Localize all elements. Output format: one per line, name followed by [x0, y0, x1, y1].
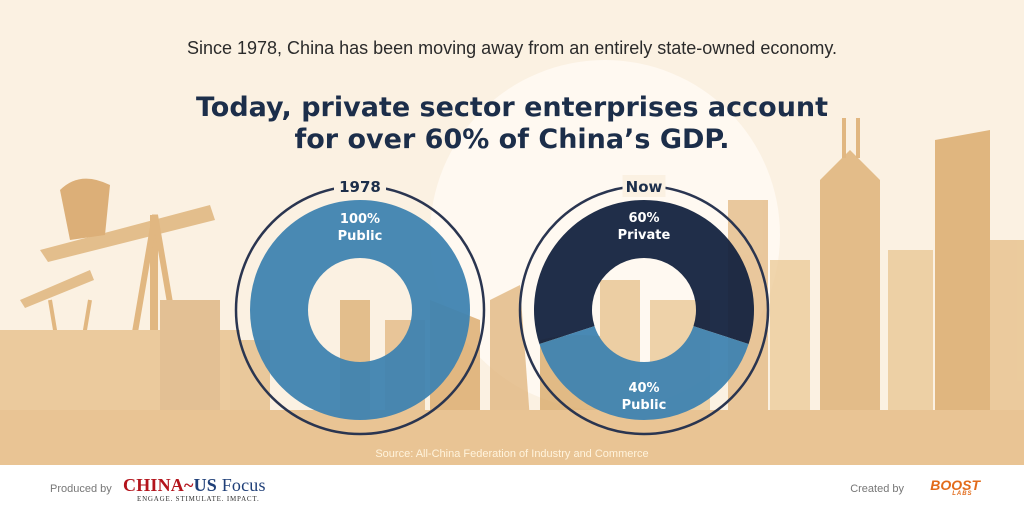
logo-labs-text: LABS: [952, 491, 973, 497]
created-by-label: Created by: [850, 483, 904, 495]
slice-value-label: 100%: [340, 212, 380, 227]
chart-title: 1978: [339, 178, 381, 196]
logo-us-text: US: [193, 475, 217, 495]
boost-labs-logo[interactable]: BOOST LABS: [930, 477, 980, 497]
slice-private: [534, 200, 754, 344]
title-line-1: Today, private sector enterprises accoun…: [195, 92, 829, 123]
source-note: Source: All-China Federation of Industry…: [375, 448, 649, 460]
chart-title-background: [334, 175, 386, 197]
slice-public: [250, 200, 470, 420]
slice-name-label: Public: [338, 229, 383, 244]
donut-chart-now: Now 60% Private 40% Public: [518, 175, 770, 436]
chart-title: Now: [626, 178, 663, 196]
donut-chart-1978: 1978 100% Public: [234, 175, 486, 436]
slice-value-label: 60%: [628, 211, 659, 226]
slice-public: [539, 326, 749, 420]
footer: Produced by CHINA~US Focus ENGAGE. STIMU…: [0, 465, 1024, 512]
page-title: Today, private sector enterprises accoun…: [0, 92, 1024, 156]
subtitle: Since 1978, China has been moving away f…: [186, 38, 838, 58]
logo-focus-text: Focus: [221, 475, 266, 495]
logo-china-text: CHINA: [123, 475, 185, 495]
produced-by-label: Produced by: [50, 483, 112, 495]
city-skyline: [0, 118, 1024, 465]
chart-title-background: [622, 175, 666, 197]
logo-boost-text: BOOST: [930, 477, 980, 493]
slice-value-label: 40%: [628, 381, 659, 396]
title-line-2: for over 60% of China’s GDP.: [294, 124, 730, 155]
logo-tagline: ENGAGE. STIMULATE. IMPACT.: [137, 495, 260, 503]
slice-name-label: Public: [622, 398, 667, 413]
slice-name-label: Private: [618, 228, 671, 243]
logo-swoosh-icon: ~: [184, 475, 194, 495]
china-us-focus-logo[interactable]: CHINA~US Focus: [123, 475, 266, 496]
donut-charts: 1978 100% Public Now 60% Private 40% Public: [234, 175, 770, 436]
